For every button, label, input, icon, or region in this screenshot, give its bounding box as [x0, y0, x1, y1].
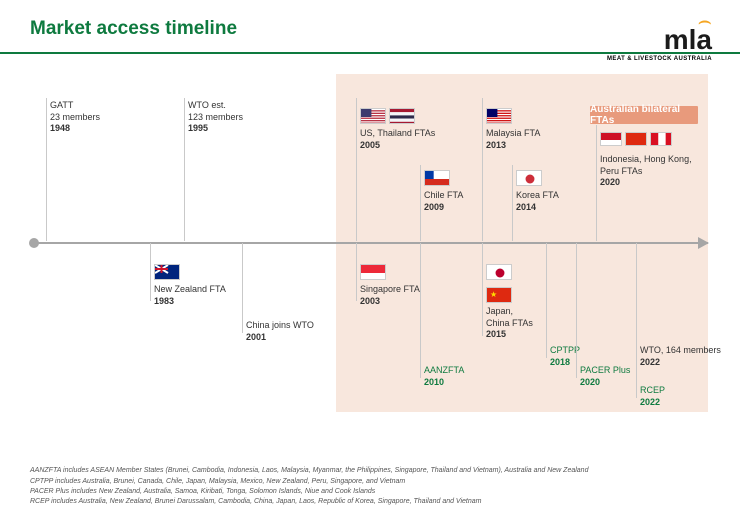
- flag-icon: [360, 108, 386, 129]
- timeline-tick: [482, 243, 483, 336]
- event-label: GATT23 members1948: [50, 100, 100, 135]
- flag-row: ★: [486, 264, 512, 308]
- footnote-line: RCEP includes Australia, New Zealand, Br…: [30, 497, 712, 507]
- event-label: Singapore FTA2003: [360, 284, 420, 307]
- flag-icon: [389, 108, 415, 129]
- flag-row: [154, 264, 180, 285]
- timeline-tick: [46, 98, 47, 241]
- event-label: WTO est.123 members1995: [188, 100, 243, 135]
- event-label: Chile FTA2009: [424, 190, 463, 213]
- event-label: US, Thailand FTAs2005: [360, 128, 435, 151]
- logo-text: mla: [607, 27, 712, 52]
- flag-icon: [516, 170, 542, 191]
- footnote-line: PACER Plus includes New Zealand, Austral…: [30, 487, 712, 497]
- footnotes: AANZFTA includes ASEAN Member States (Br…: [30, 466, 712, 507]
- event-label: AANZFTA2010: [424, 365, 464, 388]
- flag-row: [486, 108, 512, 129]
- flag-icon: [650, 132, 672, 151]
- flag-icon: [424, 170, 450, 191]
- event-label: Malaysia FTA2013: [486, 128, 540, 151]
- timeline-tick: [356, 98, 357, 241]
- footnote-line: CPTPP includes Australia, Brunei, Canada…: [30, 477, 712, 487]
- header-divider: [0, 52, 740, 54]
- page-title: Market access timeline: [30, 18, 237, 40]
- event-label: PACER Plus2020: [580, 365, 630, 388]
- timeline-tick: [150, 243, 151, 301]
- flag-icon: [600, 132, 622, 151]
- event-label: China joins WTO2001: [246, 320, 314, 343]
- flag-icon: [486, 108, 512, 129]
- footnote-line: AANZFTA includes ASEAN Member States (Br…: [30, 466, 712, 476]
- timeline-tick: [596, 125, 597, 241]
- timeline-tick: [482, 98, 483, 241]
- flag-icon: [154, 264, 180, 285]
- event-label: WTO, 164 members2022: [640, 345, 721, 368]
- fta-section-label: Australian bilateral FTAs: [590, 106, 698, 124]
- mla-logo: ⌢ mla MEAT & LIVESTOCK AUSTRALIA: [607, 14, 712, 62]
- timeline-axis: [34, 242, 708, 244]
- flag-icon: [625, 132, 647, 151]
- flag-icon: [486, 264, 512, 285]
- flag-row: [600, 132, 672, 151]
- timeline-tick: [420, 243, 421, 378]
- flag-icon: ★: [486, 287, 512, 308]
- event-label: RCEP2022: [640, 385, 665, 408]
- flag-row: [360, 108, 415, 129]
- event-label: Korea FTA2014: [516, 190, 559, 213]
- timeline-tick: [512, 165, 513, 241]
- timeline-tick: [636, 243, 637, 398]
- timeline-tick: [184, 98, 185, 241]
- timeline-tick: [242, 243, 243, 333]
- svg-text:★: ★: [490, 290, 497, 299]
- flag-row: [360, 264, 386, 285]
- timeline-tick: [576, 243, 577, 378]
- event-label: Japan,China FTAs2015: [486, 306, 533, 341]
- flag-icon: [360, 264, 386, 285]
- event-label: New Zealand FTA1983: [154, 284, 226, 307]
- timeline-tick: [420, 165, 421, 241]
- event-label: Indonesia, Hong Kong,Peru FTAs2020: [600, 154, 692, 189]
- timeline-tick: [546, 243, 547, 358]
- flag-row: [516, 170, 542, 191]
- flag-row: [424, 170, 450, 191]
- logo-subtext: MEAT & LIVESTOCK AUSTRALIA: [607, 56, 712, 62]
- timeline-tick: [356, 243, 357, 301]
